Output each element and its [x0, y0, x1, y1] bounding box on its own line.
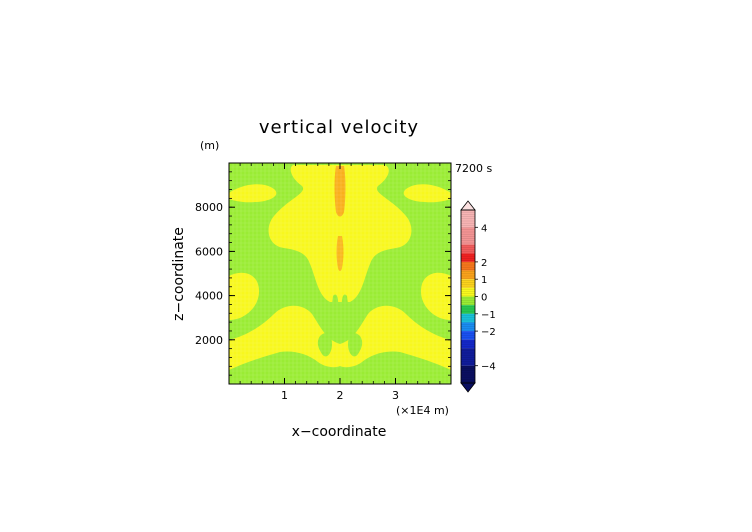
y-tick-label: 8000	[195, 201, 223, 214]
chart-title: vertical velocity	[259, 117, 419, 138]
positive-region	[229, 305, 451, 370]
negative-patch	[348, 333, 363, 357]
colorbar-level	[461, 331, 475, 340]
x-axis-label: x−coordinate	[292, 424, 387, 440]
positive-region	[268, 165, 412, 302]
y-axis: 2000 4000 6000 8000	[195, 201, 451, 347]
colorbar-level	[461, 210, 475, 228]
colorbar-tick-label: −4	[481, 362, 496, 373]
colorbar-level	[461, 261, 475, 271]
colorbar-min-arrow	[460, 382, 476, 393]
colorbar-level	[461, 365, 475, 383]
grid-overlay	[229, 163, 451, 384]
colorbar-level	[461, 313, 475, 323]
positive-region	[229, 184, 277, 203]
upper-jet	[334, 166, 346, 217]
positive-region	[229, 272, 260, 320]
plot-area	[228, 162, 452, 385]
y-tick-label: 2000	[195, 334, 223, 347]
x-tick-label: 2	[337, 389, 344, 402]
colorbar-level	[461, 253, 475, 262]
x-unit-label: (×1E4 m)	[396, 404, 449, 417]
negative-patch	[317, 333, 332, 357]
x-tick-label: 3	[392, 389, 399, 402]
y-unit-label: (m)	[200, 139, 219, 152]
x-tick-label: 1	[281, 389, 288, 402]
colorbar-level	[461, 227, 475, 245]
colorbar-tick-label: 2	[481, 258, 487, 269]
colorbar-level	[461, 322, 475, 332]
colorbar-tick-label: 0	[481, 293, 487, 304]
y-tick-label: 4000	[195, 290, 223, 303]
colorbar-max-arrow	[460, 200, 476, 211]
velocity-field	[229, 163, 451, 384]
colorbar-tick-label: −1	[481, 310, 496, 321]
y-tick-label: 6000	[195, 245, 223, 258]
y-axis-label: z−coordinate	[171, 227, 187, 321]
negative-patch	[341, 294, 348, 311]
colorbar-tick-label: 4	[481, 223, 487, 234]
colorbar-level	[461, 244, 475, 254]
colorbar-level	[461, 279, 475, 288]
negative-patch	[332, 294, 339, 311]
middle-jet	[336, 236, 344, 271]
colorbar-level	[461, 339, 475, 349]
positive-region	[420, 272, 451, 320]
colorbar-level	[461, 305, 475, 314]
colorbar-level	[461, 287, 475, 297]
time-label: 7200 s	[455, 162, 492, 175]
colorbar-level	[461, 270, 475, 280]
colorbar-tick-label: 1	[481, 275, 487, 286]
positive-region	[403, 184, 451, 203]
colorbar-tick-label: −2	[481, 327, 496, 338]
colorbar-level	[461, 296, 475, 306]
colorbar-level	[461, 348, 475, 366]
x-axis: 1 2 3	[281, 163, 399, 402]
colorbar: 4 2 1 0 −1 −2 −4	[460, 200, 496, 393]
